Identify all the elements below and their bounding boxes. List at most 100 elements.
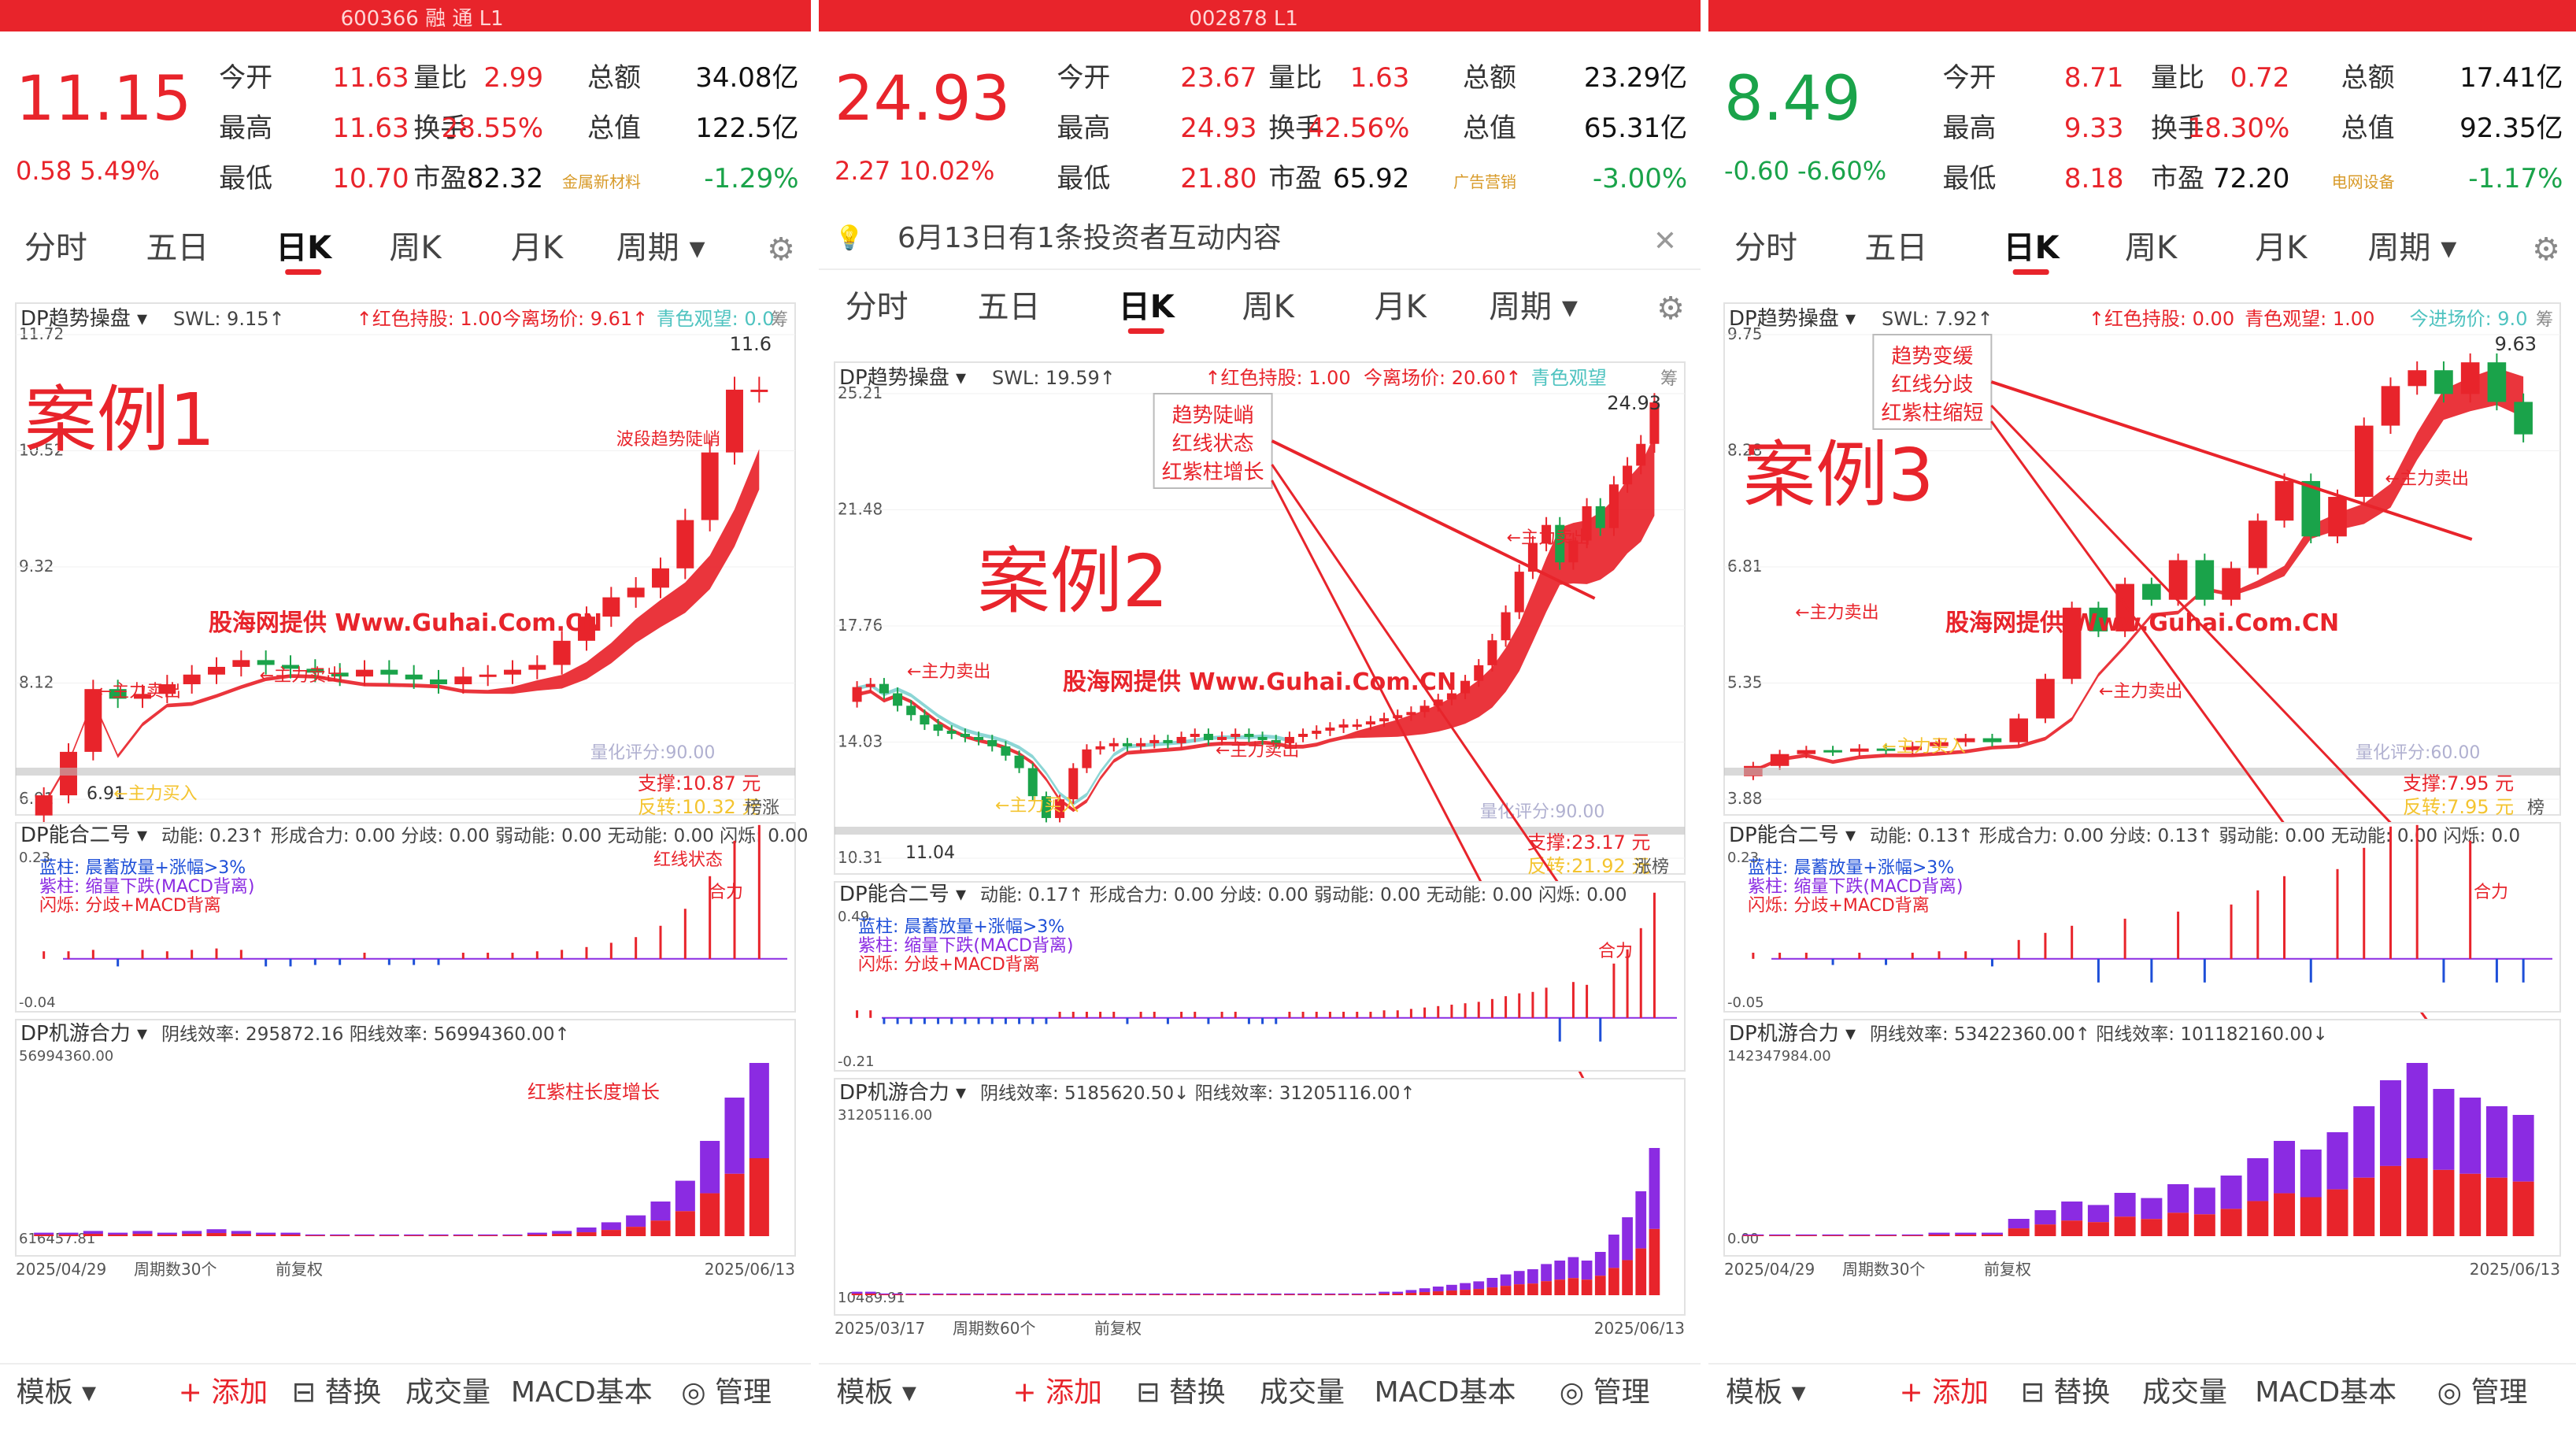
candle-body [1419,705,1430,713]
mover-bar-red [1365,1294,1376,1295]
tab-1[interactable]: 五日 [146,230,209,266]
tab-2[interactable]: 日K [1119,289,1176,325]
footer-item-3[interactable]: 成交量 [2142,1376,2227,1409]
mover-bar-red [330,1235,350,1236]
mover-bar-red [1324,1294,1336,1295]
footer-item-5[interactable]: ◎ 管理 [1560,1376,1650,1409]
footer-item-4[interactable]: MACD基本 [2255,1376,2396,1409]
footer-item-3[interactable]: 成交量 [1260,1376,1345,1409]
footer-item-4[interactable]: MACD基本 [511,1376,653,1409]
mover-bar-red [1108,1294,1120,1295]
tab-1[interactable]: 五日 [978,289,1041,325]
tab-5[interactable]: 周期 ▾ [616,230,705,266]
footer-item-2[interactable]: ⊟ 替换 [1136,1376,1226,1409]
energy-ytop: 0.23 [1727,850,1759,866]
energy-bar [1045,1017,1048,1024]
energy-bar [165,951,168,959]
energy-bar [2177,911,2180,959]
investor-notice[interactable]: 6月13日有1条投资者互动内容 [898,222,1282,254]
tab-2[interactable]: 日K [276,230,333,266]
footer-item-1[interactable]: + 添加 [1899,1376,1989,1409]
quote-value-2-b: 72.20 [2213,163,2289,194]
tab-0[interactable]: 分时 [846,289,909,325]
energy-bar [67,951,70,959]
swl-value: SWL: 9.15↑ [173,308,285,330]
tab-4[interactable]: 月K [511,230,564,266]
main-indicator-selector[interactable]: DP趋势操盘 ▾ [20,307,147,331]
gear-icon[interactable]: ⚙ [1656,291,1685,327]
energy-indicator-selector[interactable]: DP能合二号 ▾ [1729,824,1856,847]
support-bar [835,827,1685,835]
footer-item-2[interactable]: ⊟ 替换 [292,1376,382,1409]
candle-body [1460,680,1471,694]
energy-bar [1490,998,1493,1018]
close-icon[interactable]: ✕ [1653,225,1677,257]
footer-item-0[interactable]: 模板 ▾ [1726,1376,1806,1409]
mover-bar-purple [576,1227,597,1233]
gear-icon[interactable]: ⚙ [2532,231,2560,268]
red-hold-value: ↑红色持股: 0.00 [2089,308,2234,330]
candle-body [1068,768,1079,800]
swl-value: SWL: 19.59↑ [992,367,1116,389]
footer-item-0[interactable]: 模板 ▾ [17,1376,97,1409]
energy-indicator-selector[interactable]: DP能合二号 ▾ [20,824,147,847]
candle-body [380,669,398,675]
tab-3[interactable]: 周K [2125,230,2178,266]
candle-body [1487,640,1497,665]
footer-item-4[interactable]: MACD基本 [1375,1376,1516,1409]
energy-ybottom: -0.05 [1727,994,1764,1011]
candle-body [933,724,943,731]
energy-panel-frame [1723,822,2561,1013]
quote-value-0-b: 1.63 [1350,62,1410,94]
footer-item-1[interactable]: + 添加 [1012,1376,1102,1409]
tab-3[interactable]: 周K [389,230,442,266]
gear-icon[interactable]: ⚙ [767,231,795,268]
tab-4[interactable]: 月K [2255,230,2308,266]
tab-3[interactable]: 周K [1242,289,1296,325]
mover-indicator-selector[interactable]: DP机游合力 ▾ [20,1022,147,1046]
footer-item-5[interactable]: ◎ 管理 [681,1376,772,1409]
mover-indicator-selector[interactable]: DP机游合力 ▾ [839,1081,966,1105]
energy-bar [1518,993,1521,1018]
energy-indicator-selector[interactable]: DP能合二号 ▾ [839,883,966,906]
tab-1[interactable]: 五日 [1864,230,1927,266]
energy-bar [2495,958,2498,983]
mover-bar-red [1473,1289,1485,1295]
mover-bar-red [2406,1158,2428,1236]
y-tick: 8.12 [19,673,54,692]
mover-bar-purple [1981,1232,2003,1235]
mover-bar-red [157,1235,177,1236]
tab-0[interactable]: 分时 [24,230,87,266]
main-indicator-selector[interactable]: DP趋势操盘 ▾ [839,366,966,390]
main-indicator-selector[interactable]: DP趋势操盘 ▾ [1729,307,1856,331]
mover-bar-purple [1928,1232,1950,1235]
energy-bar [1911,953,1914,959]
active-tab-indicator [285,269,322,275]
footer-item-5[interactable]: ◎ 管理 [2437,1376,2528,1409]
quote-label-2-b: 市盈 [1268,163,1322,194]
footer-item-0[interactable]: 模板 ▾ [836,1376,916,1409]
energy-bar [1085,1012,1088,1018]
annotation-sell: ←主力卖出 [98,682,181,702]
mover-bar-red [1822,1235,1844,1236]
energy-bar [1831,958,1834,965]
tab-2[interactable]: 日K [2004,230,2061,266]
swl-value: SWL: 7.92↑ [1882,308,1993,330]
quote-label-0-c: 总额 [2341,62,2395,94]
candle-body [1623,465,1633,485]
tab-0[interactable]: 分时 [1734,230,1797,266]
candle-body [1595,505,1605,528]
exit-price-value: 青色观望: 1.00 [2245,308,2374,330]
tab-5[interactable]: 周期 ▾ [1489,289,1578,325]
mover-indicator-selector[interactable]: DP机游合力 ▾ [1729,1022,1856,1046]
mover-bar-red [182,1234,202,1236]
tab-5[interactable]: 周期 ▾ [2368,230,2457,266]
candle-body [2036,679,2055,719]
mover-bar-purple [157,1232,177,1235]
footer-item-3[interactable]: 成交量 [405,1376,490,1409]
tab-4[interactable]: 月K [1375,289,1428,325]
footer-item-1[interactable]: + 添加 [179,1376,268,1409]
quote-label-2-b: 市盈 [2151,163,2204,194]
energy-bar [683,909,687,959]
footer-item-2[interactable]: ⊟ 替换 [2021,1376,2111,1409]
